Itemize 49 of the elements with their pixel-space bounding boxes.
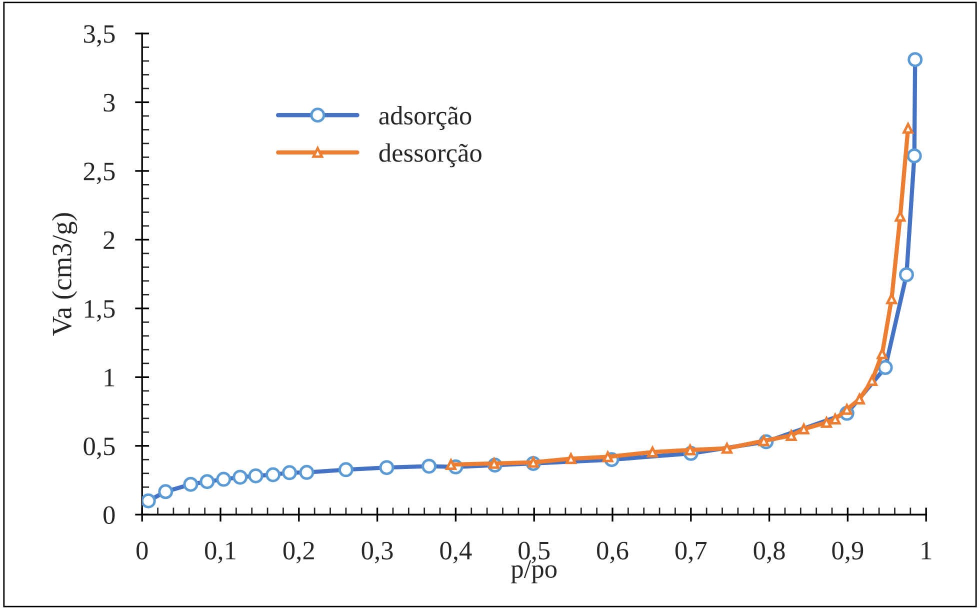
x-tick-label: 0,1: [205, 542, 236, 564]
x-tick-label: 0: [136, 542, 148, 560]
legend-label: adsorção: [379, 106, 472, 130]
point: [248, 468, 264, 484]
legend-label: dessorção: [379, 143, 482, 168]
point: [647, 446, 658, 458]
x-tick-label: 0,8: [754, 542, 785, 564]
point: [299, 464, 314, 480]
x-tick-label: 0,3: [362, 542, 393, 564]
point: [183, 476, 198, 492]
y-tick-label: 0: [104, 506, 115, 524]
point: [232, 470, 248, 485]
point: [902, 122, 914, 134]
point: [798, 424, 810, 434]
point: [282, 465, 297, 480]
point: [821, 417, 832, 428]
y-tick-label: 1: [104, 368, 114, 386]
point: [216, 472, 232, 487]
y-tick-label: 2: [104, 231, 114, 249]
x-tick-label: 1: [922, 542, 932, 560]
point: [142, 493, 156, 508]
point: [866, 375, 878, 386]
point: [854, 394, 865, 405]
point: [158, 484, 174, 500]
x-tick-label: 0,4: [440, 542, 472, 564]
y-axis-title: Va (cm3/g): [52, 213, 78, 336]
point: [200, 474, 215, 490]
y-tick-label: 3,5: [84, 25, 115, 47]
point: [878, 360, 893, 376]
point: [908, 52, 923, 68]
point: [899, 267, 914, 282]
y-tick-label: 2,5: [84, 162, 115, 184]
y-tick-label: 1,5: [85, 300, 115, 322]
point: [379, 460, 394, 476]
point: [338, 462, 354, 478]
x-tick-label: 0,9: [832, 542, 864, 564]
x-tick-label: 0,6: [597, 542, 628, 564]
point: [830, 414, 841, 424]
x-tick-label: 0,2: [283, 542, 314, 564]
point: [906, 148, 922, 164]
point: [566, 453, 576, 464]
point: [266, 467, 281, 482]
point: [422, 458, 437, 474]
point: [722, 442, 732, 454]
point: [876, 348, 888, 360]
x-tick-label: 0,7: [675, 542, 707, 564]
point: [786, 430, 797, 441]
y-tick-label: 0,5: [84, 437, 115, 460]
y-tick-label: 3: [104, 94, 115, 112]
